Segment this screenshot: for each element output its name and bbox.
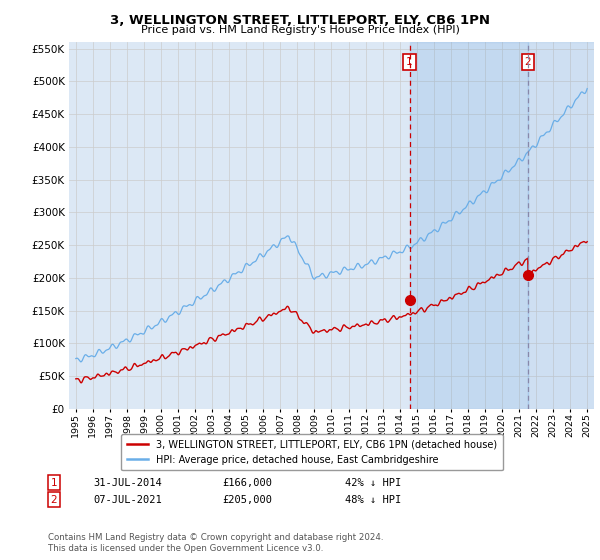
Text: 2: 2 xyxy=(524,57,531,67)
Text: 42% ↓ HPI: 42% ↓ HPI xyxy=(345,478,401,488)
Bar xyxy=(410,42,528,409)
Text: Contains HM Land Registry data © Crown copyright and database right 2024.
This d: Contains HM Land Registry data © Crown c… xyxy=(48,533,383,553)
Text: 1: 1 xyxy=(406,57,413,67)
Text: 1: 1 xyxy=(50,478,58,488)
Text: £205,000: £205,000 xyxy=(222,494,272,505)
Text: 3, WELLINGTON STREET, LITTLEPORT, ELY, CB6 1PN: 3, WELLINGTON STREET, LITTLEPORT, ELY, C… xyxy=(110,14,490,27)
Text: Price paid vs. HM Land Registry's House Price Index (HPI): Price paid vs. HM Land Registry's House … xyxy=(140,25,460,35)
Text: 48% ↓ HPI: 48% ↓ HPI xyxy=(345,494,401,505)
Bar xyxy=(528,42,596,409)
Text: £166,000: £166,000 xyxy=(222,478,272,488)
Text: 31-JUL-2014: 31-JUL-2014 xyxy=(93,478,162,488)
Legend: 3, WELLINGTON STREET, LITTLEPORT, ELY, CB6 1PN (detached house), HPI: Average pr: 3, WELLINGTON STREET, LITTLEPORT, ELY, C… xyxy=(121,434,503,470)
Text: 2: 2 xyxy=(50,494,58,505)
Text: 07-JUL-2021: 07-JUL-2021 xyxy=(93,494,162,505)
